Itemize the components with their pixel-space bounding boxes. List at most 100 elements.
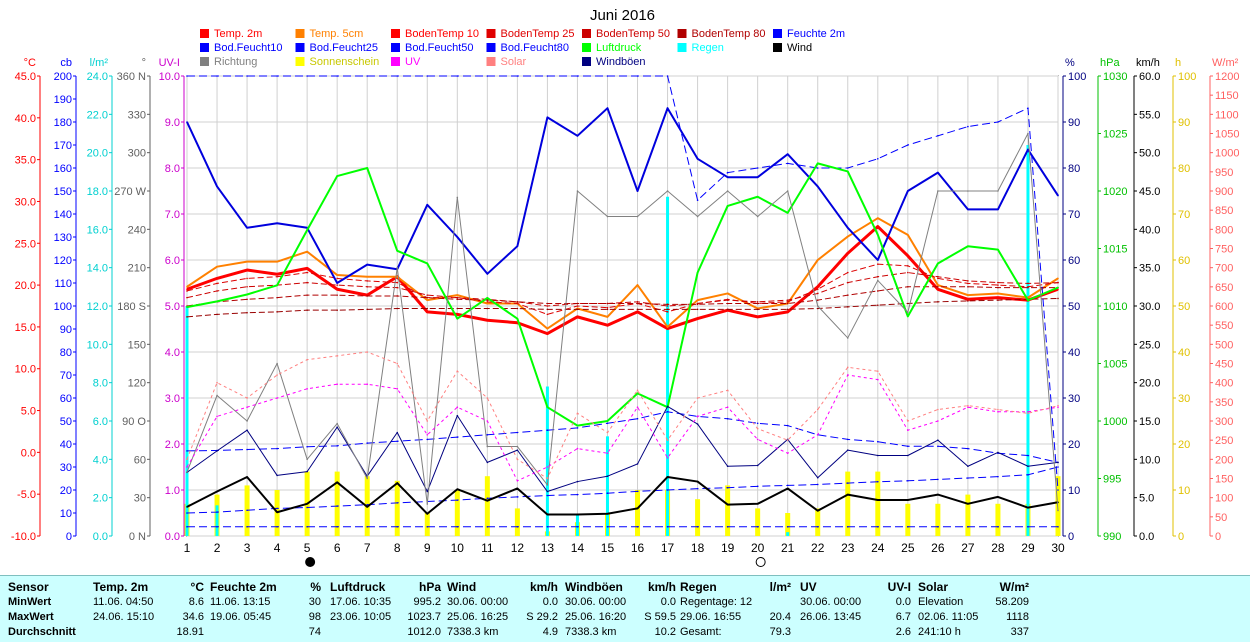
axis-tick-label: 50 xyxy=(1178,301,1190,313)
data-point-feuchte-2m xyxy=(516,245,519,247)
data-point-windb-en xyxy=(937,439,939,441)
bar-regen xyxy=(215,505,219,536)
stats-column-title: Wind xyxy=(447,580,477,594)
data-point-bodentemp-80 xyxy=(606,308,609,311)
bar-sonnenschein xyxy=(965,494,971,536)
axis-tick-label: 700 xyxy=(1215,263,1233,275)
x-tick-label: 15 xyxy=(601,541,615,555)
data-point-windb-en xyxy=(576,480,579,483)
data-point-uv xyxy=(516,480,519,482)
data-point-bod-feucht50 xyxy=(396,502,399,504)
data-point-bod-feucht80 xyxy=(937,526,939,528)
data-point-bod-feucht25 xyxy=(246,448,248,451)
axis-tick-label: 190 xyxy=(54,94,72,106)
data-point-bod-feucht80 xyxy=(786,526,789,528)
data-point-richtung xyxy=(306,458,308,461)
data-point-bodentemp-80 xyxy=(907,302,909,305)
data-point-feuchte-2m xyxy=(366,263,369,266)
bar-sonnenschein xyxy=(635,490,641,536)
axis-tick-label: 10 xyxy=(1068,485,1080,497)
data-point-wind xyxy=(366,506,369,508)
data-point-bod-feucht25 xyxy=(1027,454,1029,457)
data-point-bod-feucht10 xyxy=(606,75,609,77)
x-tick-label: 14 xyxy=(571,541,585,555)
axis-tick-label: 20.0 xyxy=(15,280,36,292)
data-point-bodentemp-10 xyxy=(907,265,909,267)
axis-tick-label: 130 xyxy=(54,232,72,244)
stats-cell-value: S 59.5 xyxy=(644,611,676,623)
stats-column-regen: Regen l/m² Regentage: 12 29.06. 16:55 20.4 Ge… xyxy=(680,576,795,642)
axis-tick-label: 100 xyxy=(1178,71,1196,83)
data-point-bodentemp-10 xyxy=(516,302,519,305)
data-point-feuchte-2m xyxy=(1057,194,1059,197)
axis-tick-label: 360 N xyxy=(117,71,146,83)
axis-tick-label: 30.0 xyxy=(1139,301,1160,313)
axis-tick-label: 1015 xyxy=(1103,244,1127,256)
data-point-bod-feucht80 xyxy=(846,526,849,528)
data-point-bodentemp-50 xyxy=(486,299,489,301)
data-point-bod-feucht50 xyxy=(216,511,218,513)
stats-cell-label: 02.06. 11:05 xyxy=(918,611,979,623)
data-point-bod-feucht10 xyxy=(967,125,969,128)
axis-tick-label: 40 xyxy=(60,439,72,451)
data-point-temp-5cm xyxy=(426,299,429,301)
data-point-uv xyxy=(276,397,278,399)
data-point-uv xyxy=(636,406,639,409)
axis-title: W/m² xyxy=(1212,57,1239,69)
data-point-windb-en xyxy=(426,490,429,493)
data-point-luftdruck xyxy=(967,245,969,247)
axis-tick-label: 1000 xyxy=(1215,148,1239,160)
data-point-bodentemp-80 xyxy=(666,308,669,311)
data-point-bod-feucht25 xyxy=(907,445,909,448)
data-point-bodentemp-25 xyxy=(336,284,338,286)
data-point-luftdruck xyxy=(576,424,579,427)
data-point-temp-2m xyxy=(336,288,338,291)
data-point-temp-5cm xyxy=(636,284,639,286)
axis-tick-label: 8.0 xyxy=(93,378,108,390)
axis-tick-label: 1100 xyxy=(1215,109,1239,121)
axis-title: hPa xyxy=(1100,57,1120,69)
data-point-bod-feucht10 xyxy=(276,75,278,77)
axis-tick-label: 10 xyxy=(1178,485,1190,497)
axis-tick-label: 55.0 xyxy=(1139,109,1160,121)
stats-cell-value: 58.209 xyxy=(995,596,1029,608)
axis-tick-label: 40.0 xyxy=(15,113,36,125)
legend-swatch-bodentemp-50 xyxy=(582,29,591,38)
data-point-bodentemp-10 xyxy=(967,282,969,285)
axis-tick-label: 0.0 xyxy=(21,447,36,459)
axis-tick-label: 20 xyxy=(1068,439,1080,451)
data-point-temp-2m xyxy=(186,288,188,291)
data-point-bodentemp-80 xyxy=(726,308,729,311)
x-axis: 1 2 3 4 5 6 7 8 9 10 11 12 13 14 15 16 17 18 19 20 21 22 23 24 2… xyxy=(184,541,1065,567)
axis-tick-label: 6.0 xyxy=(93,416,108,428)
left-axis-c: °C 45.0 40.0 35.0 30.0 25.0 20.0 15.0 10.0 5.0 0.0… xyxy=(11,57,41,543)
data-point-temp-2m xyxy=(1057,288,1059,291)
data-point-bod-feucht80 xyxy=(366,526,369,528)
stats-column-uv: UV UV-I 30.06. 00:00 0.0 26.06. 13:45 6.7 2.6 xyxy=(800,576,915,642)
bar-regen xyxy=(185,306,189,536)
legend-swatch-windb-en xyxy=(582,57,591,66)
axis-tick-label: 150 xyxy=(128,339,146,351)
stats-column-unit: km/h xyxy=(647,580,676,594)
data-point-bod-feucht80 xyxy=(306,526,308,528)
data-point-bodentemp-25 xyxy=(846,281,849,284)
data-point-luftdruck xyxy=(426,262,429,265)
bar-sonnenschein xyxy=(334,471,340,536)
axis-tick-label: 900 xyxy=(1215,186,1233,198)
stats-cell-label: 7338.3 km xyxy=(565,626,617,638)
data-point-luftdruck xyxy=(907,315,909,318)
data-point-solar xyxy=(426,420,429,422)
data-point-bod-feucht10 xyxy=(846,167,849,169)
axis-tick-label: 110 xyxy=(54,278,72,290)
chart-title: Juni 2016 xyxy=(590,7,655,24)
data-point-bodentemp-25 xyxy=(756,301,759,303)
data-point-bodentemp-50 xyxy=(246,298,248,301)
series-line-feuchte-2m xyxy=(186,107,1059,284)
data-point-bodentemp-80 xyxy=(216,313,218,316)
axis-tick-label: 40 xyxy=(1178,347,1190,359)
data-point-bod-feucht25 xyxy=(276,447,278,450)
axis-tick-label: 20 xyxy=(1178,439,1190,451)
stats-cell-value: 79.3 xyxy=(769,626,791,638)
data-point-windb-en xyxy=(636,463,639,465)
data-point-bodentemp-80 xyxy=(816,307,819,310)
